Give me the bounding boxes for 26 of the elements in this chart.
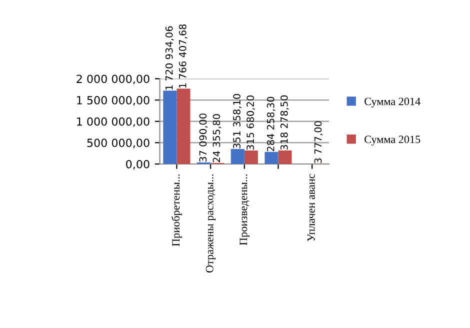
y-tick-label: 2 000 000,00 [76,74,150,84]
bar [278,150,292,164]
bar [230,149,244,164]
data-label: 284 258,30 [266,96,276,152]
bar [176,88,190,164]
data-label: 1 766 407,68 [178,24,188,88]
legend-label: Сумма 2015 [364,136,420,146]
data-label: 315 680,20 [246,96,255,150]
y-tick-label: 1 500 000,00 [77,96,150,106]
x-tick-label: Уплачен аванс [307,174,315,242]
y-tick-label: 500 000,00 [87,138,150,148]
legend-label: Сумма 2014 [364,98,420,108]
bar [244,150,258,164]
x-tick-label: Произведены... [240,174,250,246]
data-label: 24 355,80 [212,114,222,162]
data-label: 37 090,00 [199,114,208,162]
bar [163,90,177,164]
bar [264,152,278,164]
y-tick-label: 1 000 000,00 [77,117,150,127]
data-label: 318 278,50 [280,95,289,150]
data-label: 3 777,00 [314,121,323,164]
data-label: 1 720 934,06 [165,26,174,90]
x-tick-label: Приобретены... [172,174,182,246]
y-tick-label: 0,00 [126,160,150,170]
x-tick-label: Отражены расходы... [206,174,216,273]
data-label: 351 358,10 [233,94,242,148]
